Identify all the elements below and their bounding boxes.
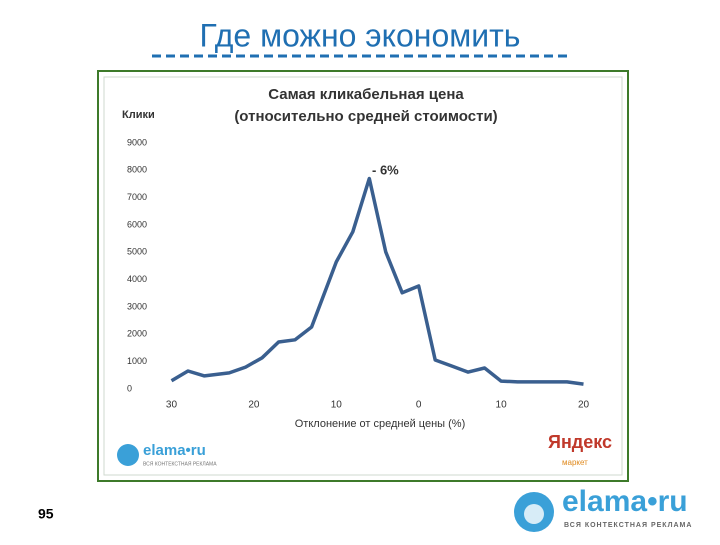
- logo-tagline: ВСЯ КОНТЕКСТНАЯ РЕКЛАМА: [143, 461, 217, 467]
- data-line: [170, 176, 584, 386]
- x-tick-label: 30: [166, 400, 178, 411]
- small-logo: elama•ru ВСЯ КОНТЕКСТНАЯ РЕКЛАМА: [117, 442, 217, 467]
- y-tick-label: 3000: [127, 301, 147, 311]
- chart-title: Самая кликабельная цена: [268, 86, 464, 103]
- y-tick-label: 6000: [127, 219, 147, 229]
- page-number: 95: [38, 506, 54, 522]
- y-tick-label: 5000: [127, 247, 147, 257]
- chart-subtitle: (относительно средней стоимости): [234, 108, 497, 125]
- logo-name: elama•ru: [562, 485, 688, 518]
- y-tick-label: 8000: [127, 165, 147, 175]
- slide-title: Где можно экономить: [200, 17, 521, 53]
- y-tick-label: 7000: [127, 192, 147, 202]
- y-tick-label: 2000: [127, 329, 147, 339]
- logo-icon: [117, 444, 139, 466]
- x-tick-label: 0: [416, 400, 422, 411]
- x-axis-label: Отклонение от средней цены (%): [295, 418, 466, 430]
- chart-inner-frame: [103, 76, 623, 476]
- logo-name: elama•ru: [143, 442, 206, 459]
- y-tick-label: 0: [127, 383, 132, 393]
- yandex-logo: Яндекс: [548, 432, 612, 452]
- logo-tagline: ВСЯ КОНТЕКСТНАЯ РЕКЛАМА: [564, 522, 692, 529]
- logo-icon-inner: [524, 504, 544, 524]
- chart-frame: [97, 70, 629, 482]
- y-axis-label: Клики: [122, 109, 155, 121]
- x-tick-label: 20: [248, 400, 260, 411]
- x-tick-label: 10: [331, 400, 343, 411]
- x-tick-label: 20: [578, 400, 590, 411]
- yandex-sub: маркет: [562, 458, 588, 467]
- annotation: - 6%: [372, 162, 399, 177]
- logo: elama•ru ВСЯ КОНТЕКСТНАЯ РЕКЛАМА: [514, 485, 692, 532]
- y-tick-label: 4000: [127, 274, 147, 284]
- x-tick-label: 10: [496, 400, 508, 411]
- y-tick-label: 9000: [127, 137, 147, 147]
- y-tick-label: 1000: [127, 356, 147, 366]
